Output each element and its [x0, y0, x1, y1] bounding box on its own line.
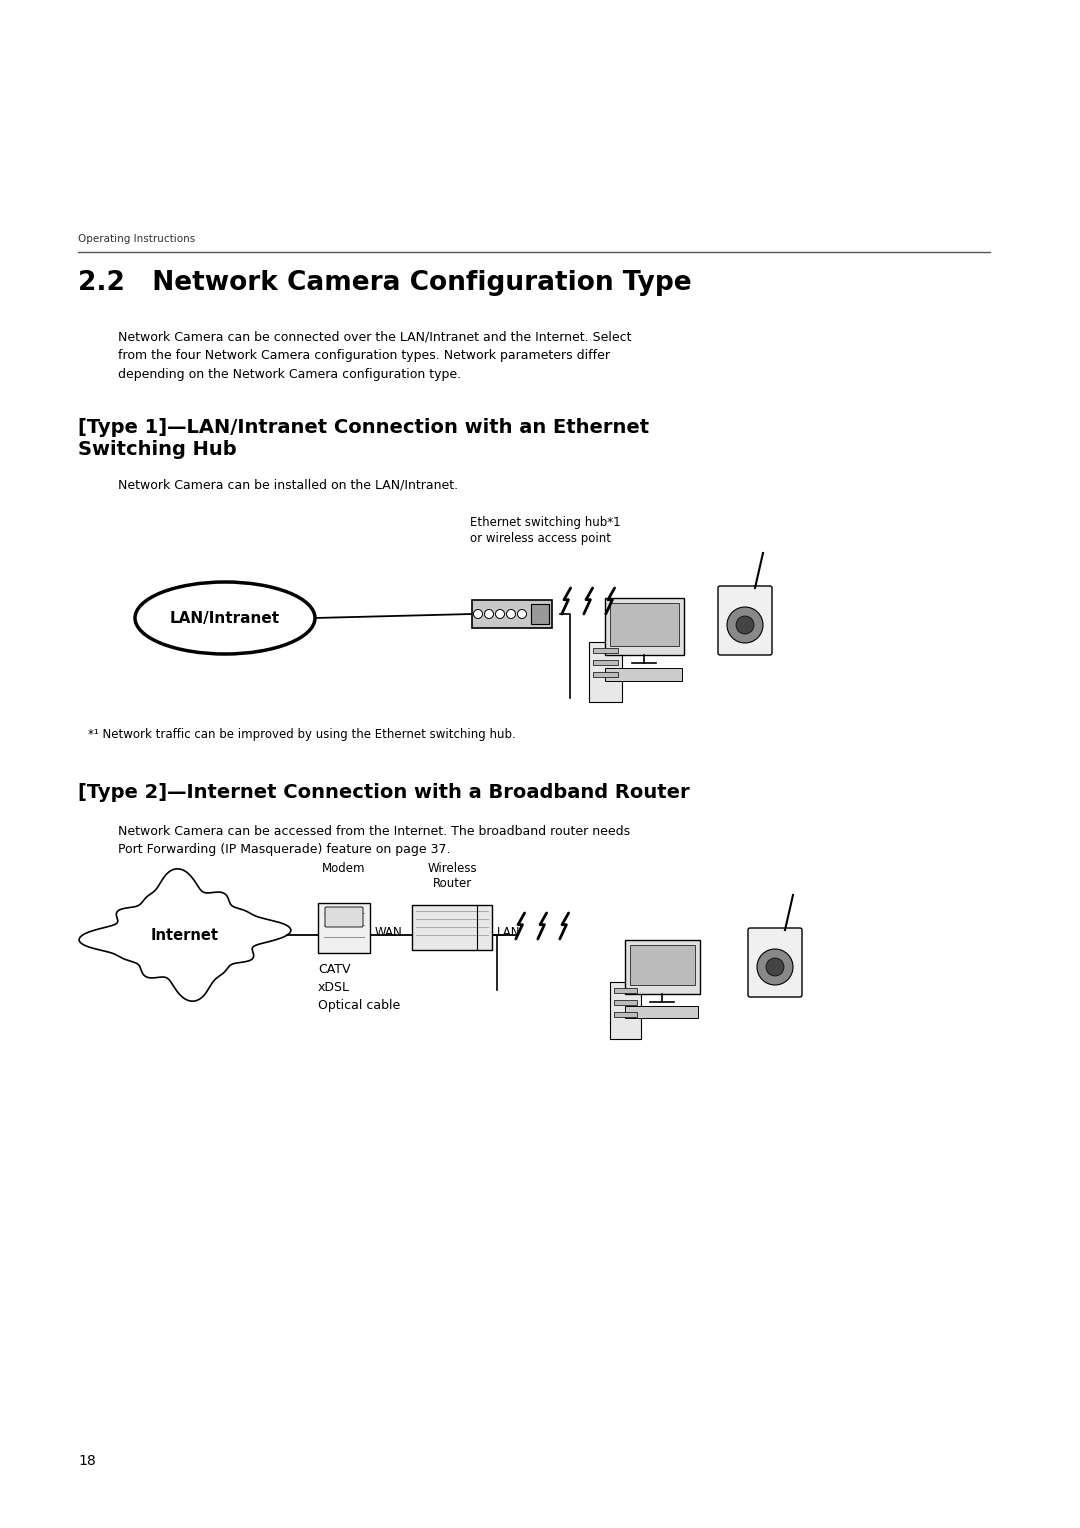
- FancyBboxPatch shape: [615, 989, 637, 993]
- Circle shape: [473, 610, 483, 619]
- FancyBboxPatch shape: [718, 587, 772, 656]
- FancyBboxPatch shape: [472, 601, 552, 628]
- Text: WAN: WAN: [375, 926, 403, 938]
- Text: [Type 2]—Internet Connection with a Broadband Router: [Type 2]—Internet Connection with a Broa…: [78, 782, 690, 802]
- FancyBboxPatch shape: [615, 999, 637, 1005]
- Text: *¹ Network traffic can be improved by using the Ethernet switching hub.: *¹ Network traffic can be improved by us…: [87, 727, 516, 741]
- Circle shape: [727, 607, 762, 643]
- FancyBboxPatch shape: [615, 1012, 637, 1018]
- FancyBboxPatch shape: [593, 648, 618, 652]
- Text: Optical cable: Optical cable: [318, 999, 401, 1012]
- Text: LAN: LAN: [497, 926, 521, 938]
- FancyBboxPatch shape: [593, 672, 618, 677]
- FancyBboxPatch shape: [605, 668, 681, 681]
- Text: [Type 1]—LAN/Intranet Connection with an Ethernet: [Type 1]—LAN/Intranet Connection with an…: [78, 419, 649, 437]
- FancyBboxPatch shape: [325, 908, 363, 927]
- FancyBboxPatch shape: [318, 903, 370, 953]
- FancyBboxPatch shape: [605, 597, 684, 656]
- FancyBboxPatch shape: [531, 604, 549, 623]
- Circle shape: [496, 610, 504, 619]
- FancyBboxPatch shape: [411, 905, 492, 950]
- Circle shape: [766, 958, 784, 976]
- FancyBboxPatch shape: [589, 642, 622, 701]
- Text: Operating Instructions: Operating Instructions: [78, 234, 195, 244]
- Text: 18: 18: [78, 1455, 96, 1468]
- Text: Network Camera can be installed on the LAN/Intranet.: Network Camera can be installed on the L…: [118, 478, 458, 490]
- Circle shape: [485, 610, 494, 619]
- Text: Switching Hub: Switching Hub: [78, 440, 237, 458]
- Text: CATV: CATV: [318, 963, 351, 976]
- Text: Modem: Modem: [322, 862, 366, 876]
- Circle shape: [757, 949, 793, 986]
- FancyBboxPatch shape: [625, 940, 700, 995]
- Polygon shape: [79, 869, 291, 1001]
- Text: 2.2   Network Camera Configuration Type: 2.2 Network Camera Configuration Type: [78, 270, 691, 296]
- FancyBboxPatch shape: [610, 604, 679, 646]
- Circle shape: [507, 610, 515, 619]
- Text: Wireless: Wireless: [428, 862, 476, 876]
- FancyBboxPatch shape: [748, 927, 802, 996]
- Text: xDSL: xDSL: [318, 981, 350, 995]
- Text: or wireless access point: or wireless access point: [470, 532, 611, 545]
- Text: LAN/Intranet: LAN/Intranet: [170, 611, 280, 625]
- Text: Internet: Internet: [151, 927, 219, 943]
- FancyBboxPatch shape: [625, 1005, 698, 1018]
- Text: Router: Router: [432, 877, 472, 889]
- Text: Network Camera can be connected over the LAN/Intranet and the Internet. Select
f: Network Camera can be connected over the…: [118, 330, 632, 380]
- Circle shape: [735, 616, 754, 634]
- FancyBboxPatch shape: [630, 944, 696, 986]
- Text: Port Forwarding (IP Masquerade) feature on page 37.: Port Forwarding (IP Masquerade) feature …: [118, 843, 450, 856]
- Text: Network Camera can be accessed from the Internet. The broadband router needs: Network Camera can be accessed from the …: [118, 825, 630, 837]
- FancyBboxPatch shape: [593, 660, 618, 665]
- Text: Ethernet switching hub*1: Ethernet switching hub*1: [470, 516, 621, 529]
- FancyBboxPatch shape: [610, 983, 642, 1039]
- Circle shape: [517, 610, 527, 619]
